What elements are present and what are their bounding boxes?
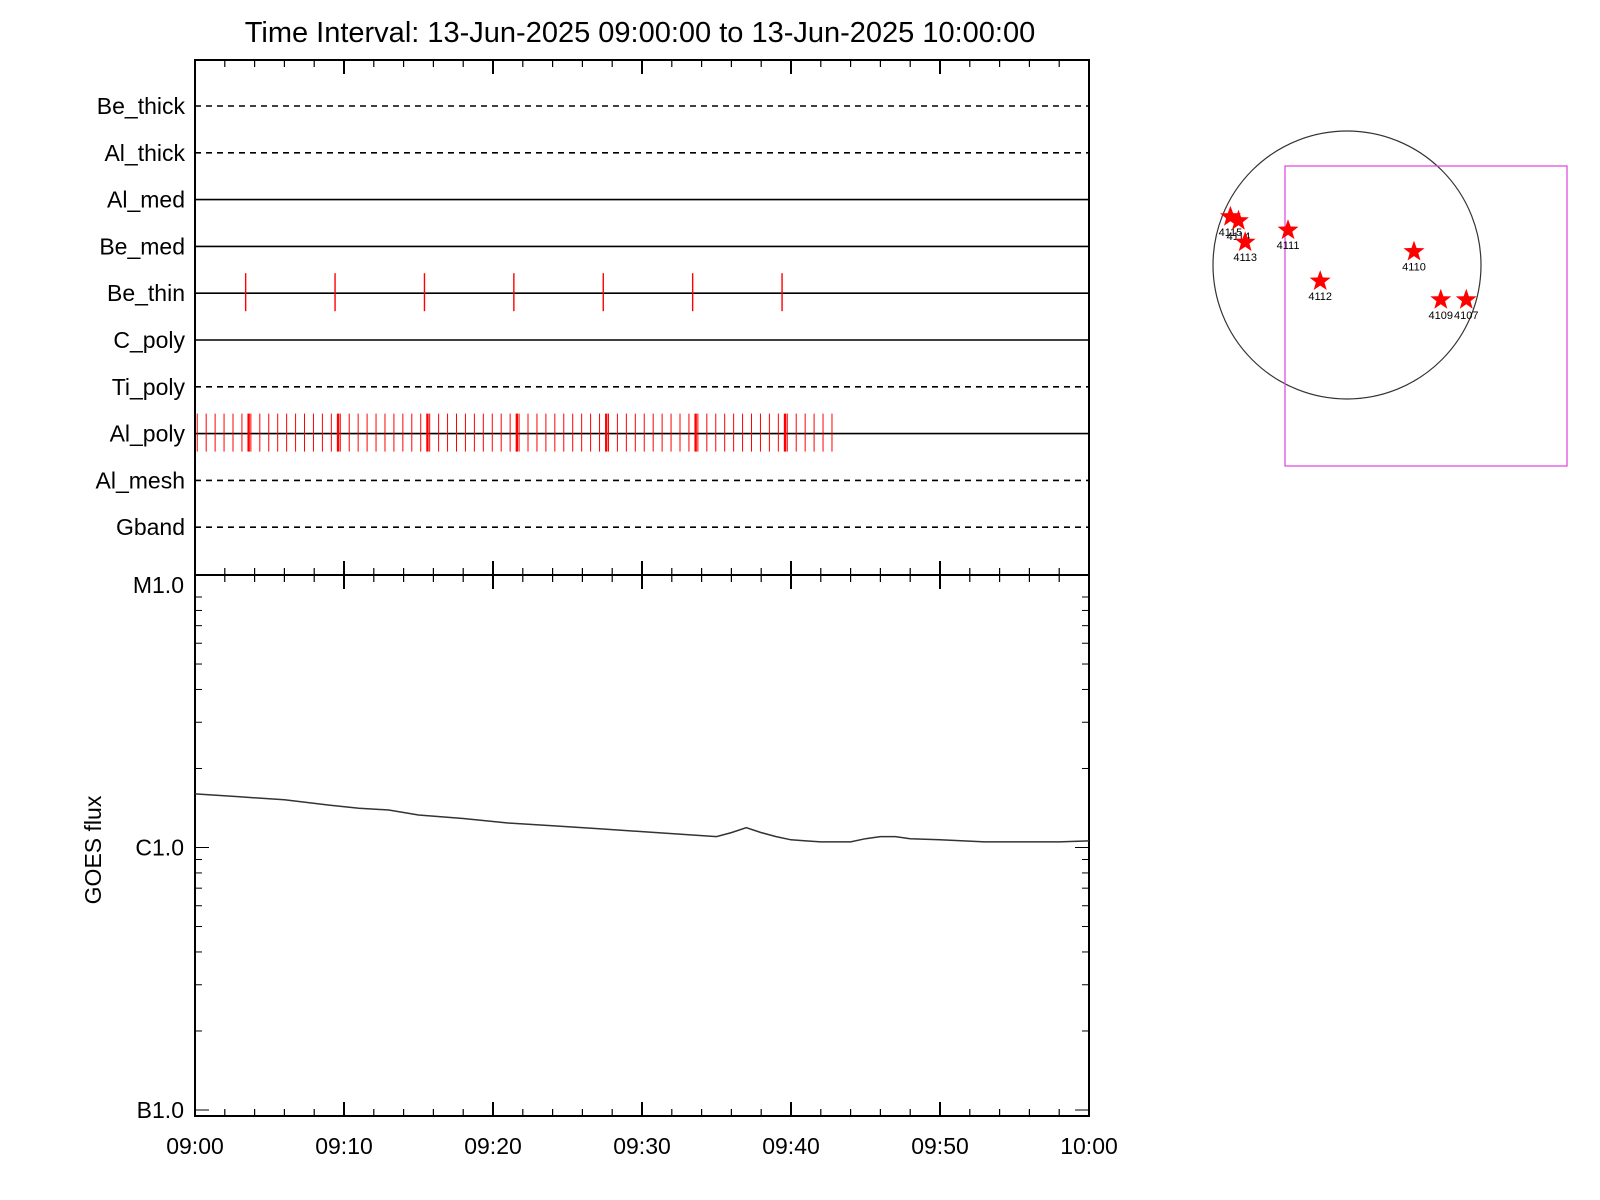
row-label: Gband <box>116 514 185 540</box>
region-label: 4115 <box>1219 227 1243 239</box>
region-star-icon <box>1430 288 1452 309</box>
active-region-4110: 4110 <box>1402 240 1426 274</box>
active-region-4111: 4111 <box>1277 219 1300 252</box>
timeline-ticks <box>194 60 1090 575</box>
timeline-row-al_thick: Al_thick <box>104 140 1089 166</box>
solar-disk <box>1212 130 1482 400</box>
region-label: 4110 <box>1402 262 1426 274</box>
row-label: Be_med <box>99 233 185 259</box>
row-label: Be_thin <box>107 280 185 306</box>
timeline-row-be_thin: Be_thin <box>107 273 1089 312</box>
goes-frame <box>194 574 1090 1117</box>
region-star-icon <box>1220 205 1241 226</box>
active-region-4112: 4112 <box>1308 270 1332 303</box>
timeline-row-gband: Gband <box>116 514 1089 540</box>
y-tick-label: M1.0 <box>133 572 184 598</box>
active-region-4113: 4113 <box>1233 231 1257 264</box>
row-label: Al_thick <box>104 140 185 166</box>
row-label: Al_poly <box>110 421 186 447</box>
region-star-icon <box>1403 240 1425 261</box>
row-label: Al_mesh <box>96 467 185 493</box>
goes-x-tick-labels: 09:00 09:10 09:20 09:30 09:40 09:50 10:00 <box>166 1133 1118 1159</box>
region-star-icon <box>1309 270 1331 290</box>
goes-y-axis-label: GOES flux <box>80 795 106 904</box>
x-tick-label: 09:40 <box>762 1133 820 1159</box>
timeline-row-al_med: Al_med <box>107 187 1089 213</box>
region-star-icon <box>1277 219 1299 240</box>
region-star-icon <box>1455 288 1477 309</box>
timeline-row-al_mesh: Al_mesh <box>96 467 1089 493</box>
goes-y-tick-labels: M1.0 C1.0 B1.0 <box>133 572 184 1123</box>
active-region-4115: 4115 <box>1219 205 1243 239</box>
field-of-view-box <box>1284 165 1568 467</box>
x-tick-label: 10:00 <box>1060 1133 1118 1159</box>
timeline-row-be_thick: Be_thick <box>97 93 1089 119</box>
y-tick-label: B1.0 <box>137 1097 184 1123</box>
timeline-panel: Be_thick Al_thick Al_med Be_med Be_thin C_pol… <box>96 59 1090 576</box>
timeline-row-be_med: Be_med <box>99 233 1089 259</box>
goes-ticks <box>194 575 1090 1116</box>
goes-flux-line <box>194 793 1090 843</box>
region-label: 4109 <box>1429 310 1453 322</box>
goes-panel: M1.0C1.0B1.0 09:00 09:10 09:20 09:30 09:40 09… <box>80 572 1118 1159</box>
row-label: Ti_poly <box>112 374 186 400</box>
timeline-row-ti_poly: Ti_poly <box>112 374 1089 400</box>
row-label: Al_med <box>107 187 185 213</box>
y-tick-label: C1.0 <box>135 835 184 861</box>
region-label: 4111 <box>1277 240 1300 252</box>
region-star-icon <box>1234 231 1256 252</box>
chart-title: Time Interval: 13-Jun-2025 09:00:00 to 1… <box>245 17 1036 49</box>
x-tick-label: 09:50 <box>911 1133 969 1159</box>
region-label: 4112 <box>1308 291 1332 303</box>
timeline-rows: Be_thick Al_thick Al_med Be_med Be_thin C_pol… <box>96 93 1089 540</box>
region-label: 4113 <box>1233 252 1257 264</box>
x-tick-label: 09:30 <box>613 1133 671 1159</box>
x-tick-label: 09:20 <box>464 1133 522 1159</box>
region-label: 4107 <box>1454 310 1478 322</box>
x-tick-label: 09:10 <box>315 1133 373 1159</box>
row-label: Be_thick <box>97 93 186 119</box>
x-tick-label: 09:00 <box>166 1133 224 1159</box>
timeline-row-al_poly: Al_poly <box>110 413 1089 452</box>
active-region-4107: 4107 <box>1454 288 1479 322</box>
region-star-icon <box>1228 209 1249 230</box>
timeline-row-c_poly: C_poly <box>113 327 1089 353</box>
active-region-4109: 4109 <box>1429 288 1453 322</box>
row-label: C_poly <box>113 327 185 353</box>
timeline-frame <box>194 59 1090 576</box>
